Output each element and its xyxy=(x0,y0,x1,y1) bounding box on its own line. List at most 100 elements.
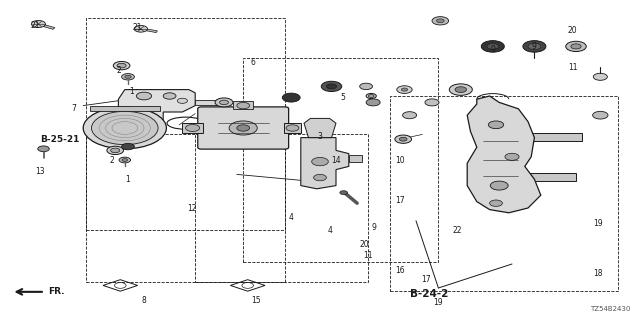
Circle shape xyxy=(366,93,376,99)
Circle shape xyxy=(125,75,131,78)
Text: 1: 1 xyxy=(129,87,134,96)
Text: 2: 2 xyxy=(109,156,115,164)
Circle shape xyxy=(425,99,439,106)
Text: TZ54B2430: TZ54B2430 xyxy=(590,306,630,312)
Circle shape xyxy=(360,83,372,90)
Bar xyxy=(90,106,160,111)
Text: 1: 1 xyxy=(125,175,131,184)
Text: 22: 22 xyxy=(453,226,462,235)
Circle shape xyxy=(220,100,228,105)
Circle shape xyxy=(163,93,176,99)
Text: 2: 2 xyxy=(116,66,121,75)
Circle shape xyxy=(488,121,504,129)
Text: 20: 20 xyxy=(360,240,370,249)
Circle shape xyxy=(593,111,608,119)
Circle shape xyxy=(136,92,152,100)
Circle shape xyxy=(177,98,188,103)
Text: 20: 20 xyxy=(568,26,578,35)
Bar xyxy=(390,96,618,291)
Text: B-24-2: B-24-2 xyxy=(410,289,448,300)
Circle shape xyxy=(395,135,412,143)
Circle shape xyxy=(282,93,300,102)
Circle shape xyxy=(449,84,472,95)
Polygon shape xyxy=(304,118,336,138)
Circle shape xyxy=(119,157,131,163)
Circle shape xyxy=(134,26,147,32)
Circle shape xyxy=(122,159,128,162)
Bar xyxy=(86,134,285,282)
Text: B-25-21: B-25-21 xyxy=(40,135,80,144)
Circle shape xyxy=(593,73,607,80)
Circle shape xyxy=(523,41,546,52)
Circle shape xyxy=(340,191,348,195)
Circle shape xyxy=(490,181,508,190)
Text: 21: 21 xyxy=(31,21,40,30)
Text: 6: 6 xyxy=(250,58,255,67)
Circle shape xyxy=(215,98,233,107)
Text: 17: 17 xyxy=(395,196,405,204)
Circle shape xyxy=(122,74,134,80)
Text: 10: 10 xyxy=(395,156,405,164)
Circle shape xyxy=(481,41,504,52)
Circle shape xyxy=(571,44,581,49)
Circle shape xyxy=(122,143,134,150)
Text: FR.: FR. xyxy=(48,287,65,296)
Circle shape xyxy=(436,19,444,23)
Text: 9: 9 xyxy=(532,42,537,51)
Circle shape xyxy=(38,146,49,152)
Text: 19: 19 xyxy=(593,220,604,228)
Circle shape xyxy=(113,61,130,70)
Circle shape xyxy=(528,43,541,50)
Text: 4: 4 xyxy=(289,213,294,222)
Text: 11: 11 xyxy=(568,63,577,72)
Circle shape xyxy=(369,95,374,97)
Circle shape xyxy=(286,125,299,131)
Circle shape xyxy=(83,107,166,149)
Bar xyxy=(284,123,301,133)
Circle shape xyxy=(490,200,502,206)
Circle shape xyxy=(397,86,412,93)
Text: 19: 19 xyxy=(433,298,444,307)
Polygon shape xyxy=(301,138,349,189)
Bar xyxy=(182,123,203,133)
Circle shape xyxy=(326,84,337,89)
Text: 14: 14 xyxy=(331,156,341,164)
Circle shape xyxy=(455,87,467,92)
Circle shape xyxy=(92,111,158,145)
FancyBboxPatch shape xyxy=(198,107,289,149)
Bar xyxy=(195,134,368,282)
Bar xyxy=(195,100,224,105)
Circle shape xyxy=(237,102,250,109)
Bar xyxy=(233,101,253,109)
Text: 12: 12 xyxy=(188,204,196,212)
Circle shape xyxy=(432,17,449,25)
Bar xyxy=(528,173,576,181)
Text: 8: 8 xyxy=(141,296,147,305)
Circle shape xyxy=(111,148,120,153)
Circle shape xyxy=(314,174,326,181)
Circle shape xyxy=(566,41,586,52)
Circle shape xyxy=(401,88,408,91)
Circle shape xyxy=(487,44,499,49)
Text: 13: 13 xyxy=(35,167,45,176)
Text: 9: 9 xyxy=(490,45,495,54)
Text: 9: 9 xyxy=(372,223,377,232)
Polygon shape xyxy=(467,96,541,213)
Circle shape xyxy=(31,20,45,28)
Bar xyxy=(86,18,285,230)
Bar xyxy=(243,58,438,262)
Polygon shape xyxy=(147,29,157,33)
Circle shape xyxy=(107,146,124,155)
Text: 16: 16 xyxy=(395,266,405,275)
Circle shape xyxy=(186,124,200,132)
Circle shape xyxy=(237,125,250,131)
Circle shape xyxy=(366,99,380,106)
Text: 4: 4 xyxy=(327,226,332,235)
Bar xyxy=(349,155,362,162)
Text: 18: 18 xyxy=(594,269,603,278)
Polygon shape xyxy=(118,90,195,128)
Text: 5: 5 xyxy=(340,93,345,102)
Text: 11: 11 xyxy=(364,252,372,260)
Polygon shape xyxy=(44,25,55,29)
Text: 21: 21 xyxy=(133,23,142,32)
